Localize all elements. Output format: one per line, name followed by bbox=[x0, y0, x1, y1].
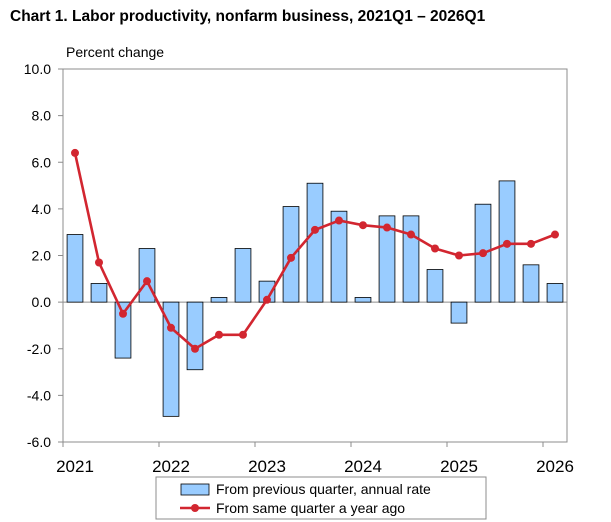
point-2023Q3 bbox=[311, 225, 319, 234]
point-2021Q1 bbox=[71, 148, 79, 157]
point-2025Q1 bbox=[455, 251, 463, 260]
bar-2025Q4 bbox=[522, 264, 540, 303]
bar-2024Q4 bbox=[426, 269, 444, 303]
point-2024Q2 bbox=[383, 223, 391, 232]
chart-title: Chart 1. Labor productivity, nonfarm bus… bbox=[10, 8, 486, 25]
y-tick-label: 2.0 bbox=[32, 248, 52, 264]
x-tick-label-2023: 2023 bbox=[248, 457, 286, 476]
point-2023Q2 bbox=[287, 253, 295, 262]
bar-2023Q3 bbox=[306, 182, 324, 303]
point-2021Q3 bbox=[119, 309, 127, 318]
legend-swatch-bar bbox=[180, 483, 210, 496]
point-2021Q4 bbox=[143, 277, 151, 286]
point-2025Q2 bbox=[479, 249, 487, 258]
bar-2026Q1 bbox=[546, 283, 564, 303]
x-tick-label-2021: 2021 bbox=[56, 457, 94, 476]
bar-2021Q2 bbox=[90, 283, 108, 303]
legend-box bbox=[155, 476, 487, 520]
bar-2023Q4 bbox=[330, 210, 348, 303]
point-2021Q2 bbox=[95, 258, 103, 267]
point-2023Q1 bbox=[263, 295, 271, 304]
plot-area: 10.0 8.0 6.0 4.0 2.0 0.0 -2.0 -4.0 -6.0 2021 2022 2… bbox=[24, 61, 574, 476]
bar-2021Q1 bbox=[66, 234, 84, 303]
point-2026Q1 bbox=[551, 230, 559, 239]
bar-2022Q4 bbox=[234, 248, 252, 303]
point-2022Q3 bbox=[215, 330, 223, 339]
legend-swatch-marker bbox=[191, 504, 199, 512]
y-tick-label: 4.0 bbox=[32, 201, 52, 217]
bar-2024Q1 bbox=[354, 297, 372, 303]
x-tick-label-2024: 2024 bbox=[344, 457, 382, 476]
legend-label-line: From same quarter a year ago bbox=[216, 500, 405, 516]
y-tick-label: 0.0 bbox=[32, 294, 52, 310]
y-axis-title: Percent change bbox=[66, 44, 164, 60]
point-2022Q4 bbox=[239, 330, 247, 339]
legend-label-bar: From previous quarter, annual rate bbox=[216, 481, 431, 497]
bar-2024Q2 bbox=[378, 215, 396, 303]
x-tick-label-2026: 2026 bbox=[536, 457, 574, 476]
y-tick-label: 8.0 bbox=[32, 108, 52, 124]
point-2024Q4 bbox=[431, 244, 439, 253]
y-tick-label: -6.0 bbox=[27, 434, 51, 450]
point-2024Q1 bbox=[359, 221, 367, 230]
bar-2025Q1 bbox=[450, 301, 468, 324]
bar-2024Q3 bbox=[402, 215, 420, 303]
bar-2022Q3 bbox=[210, 297, 228, 303]
point-2023Q4 bbox=[335, 216, 343, 225]
point-2025Q4 bbox=[527, 239, 535, 248]
y-tick-label: 6.0 bbox=[32, 154, 52, 170]
y-tick-label: 10.0 bbox=[24, 61, 51, 77]
point-2022Q2 bbox=[191, 344, 199, 353]
x-tick-label-2025: 2025 bbox=[440, 457, 478, 476]
point-2022Q1 bbox=[167, 323, 175, 332]
bar-2021Q3 bbox=[114, 301, 132, 359]
legend: From previous quarter, annual rate From s… bbox=[155, 476, 487, 520]
point-2024Q3 bbox=[407, 230, 415, 239]
x-tick-label-2022: 2022 bbox=[152, 457, 190, 476]
y-tick-label: -2.0 bbox=[27, 341, 51, 357]
bar-2022Q2 bbox=[186, 301, 204, 371]
y-tick-label: -4.0 bbox=[27, 387, 51, 403]
point-2025Q3 bbox=[503, 239, 511, 248]
